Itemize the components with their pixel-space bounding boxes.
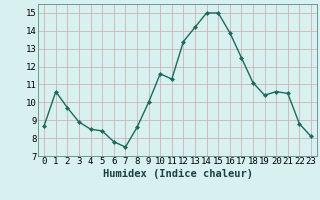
X-axis label: Humidex (Indice chaleur): Humidex (Indice chaleur) [103,169,252,179]
